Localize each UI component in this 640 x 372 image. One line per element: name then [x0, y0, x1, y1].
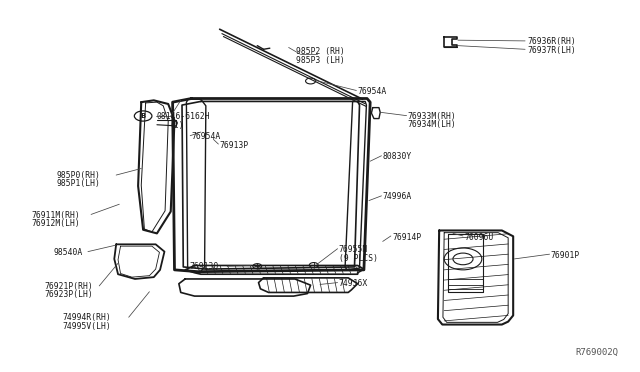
Text: 76913Q: 76913Q: [189, 262, 219, 272]
Text: (9 PLCS): (9 PLCS): [339, 254, 378, 263]
Text: 76911M(RH): 76911M(RH): [31, 211, 80, 219]
Text: R769002Q: R769002Q: [575, 348, 618, 357]
Text: 76955N: 76955N: [339, 245, 368, 254]
Text: 74995V(LH): 74995V(LH): [63, 322, 111, 331]
Text: 76913P: 76913P: [220, 141, 249, 150]
Text: 76901P: 76901P: [551, 251, 580, 260]
Text: 76096U: 76096U: [464, 232, 493, 241]
Text: 76937R(LH): 76937R(LH): [527, 46, 576, 55]
Text: 76936R(RH): 76936R(RH): [527, 38, 576, 46]
Text: 98540A: 98540A: [54, 248, 83, 257]
Text: 985P3 (LH): 985P3 (LH): [296, 56, 344, 65]
Text: B: B: [141, 113, 146, 119]
Text: 76954A: 76954A: [358, 87, 387, 96]
Text: 985P1(LH): 985P1(LH): [56, 179, 100, 187]
Text: 08146-6162H: 08146-6162H: [157, 112, 211, 121]
Text: 76923P(LH): 76923P(LH): [44, 290, 93, 299]
Text: 76933M(RH): 76933M(RH): [408, 112, 456, 121]
Text: 76912M(LH): 76912M(LH): [31, 219, 80, 228]
Text: 80830Y: 80830Y: [383, 153, 412, 161]
Text: 985P2 (RH): 985P2 (RH): [296, 46, 344, 55]
Text: 985P0(RH): 985P0(RH): [56, 171, 100, 180]
Text: 74996A: 74996A: [383, 192, 412, 201]
Text: 76954A: 76954A: [191, 132, 221, 141]
Text: 76934M(LH): 76934M(LH): [408, 120, 456, 129]
Text: 76914P: 76914P: [392, 232, 421, 241]
Text: 749J6X: 749J6X: [339, 279, 368, 288]
Text: 74994R(RH): 74994R(RH): [63, 314, 111, 323]
Text: (2): (2): [170, 121, 184, 129]
Text: 76921P(RH): 76921P(RH): [44, 282, 93, 291]
